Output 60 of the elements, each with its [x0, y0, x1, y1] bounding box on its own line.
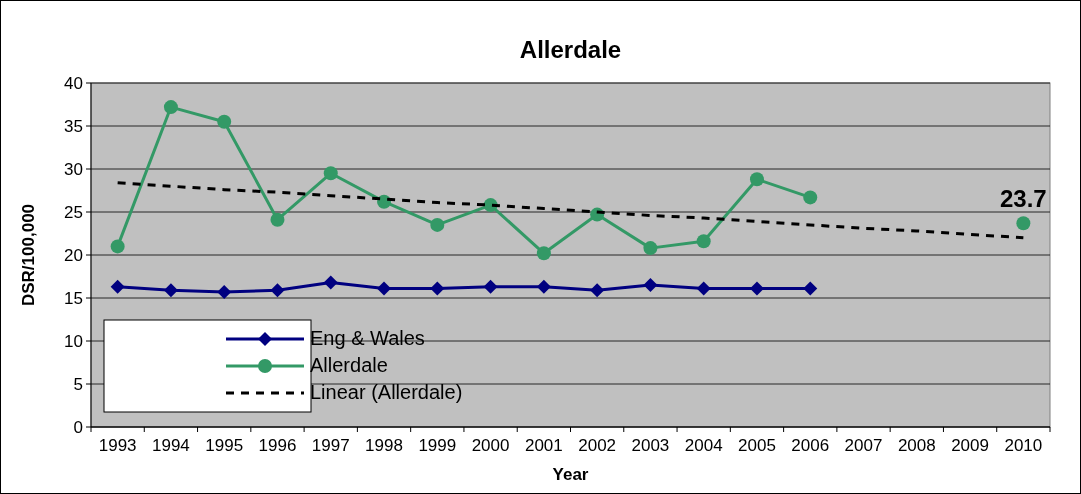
point	[483, 279, 498, 294]
x-tick-label: 2000	[471, 436, 510, 455]
point	[536, 246, 551, 261]
x-tick-label: 1995	[205, 436, 244, 455]
x-tick-label: 2002	[578, 436, 617, 455]
point	[270, 212, 285, 227]
y-tick-label: 10	[64, 332, 83, 351]
x-tick-label: 1997	[311, 436, 350, 455]
y-tick-label: 5	[73, 375, 83, 394]
point	[323, 166, 338, 181]
point	[643, 241, 658, 256]
x-tick-label: 1996	[258, 436, 297, 455]
y-tick-label: 0	[73, 418, 83, 437]
y-tick-label: 15	[64, 289, 83, 308]
x-tick-label: 1999	[418, 436, 457, 455]
point	[643, 278, 658, 293]
x-tick-label: 2005	[738, 436, 776, 455]
point	[536, 279, 551, 294]
x-tick-label: 1994	[152, 436, 190, 455]
x-tick-label: 2009	[951, 436, 989, 455]
point	[270, 283, 285, 298]
x-tick-label: 2008	[897, 436, 936, 455]
x-tick-label: 2006	[791, 436, 830, 455]
y-tick-label: 30	[64, 160, 83, 179]
point	[217, 284, 232, 299]
y-tick-label: 20	[64, 246, 83, 265]
y-tick-label: 40	[64, 74, 83, 93]
point	[430, 281, 445, 296]
point	[1016, 216, 1031, 231]
x-tick-label: 2003	[631, 436, 670, 455]
point	[696, 281, 711, 296]
x-tick-label: 2004	[684, 436, 723, 455]
x-tick-label: 1998	[365, 436, 403, 455]
x-tick-label: 2001	[524, 436, 563, 455]
point	[803, 281, 818, 296]
point	[590, 283, 605, 298]
point	[803, 190, 818, 205]
x-tick-label: 1993	[98, 436, 137, 455]
y-axis-title: DSR/100,000	[19, 203, 38, 307]
point	[217, 114, 232, 129]
y-tick-label: 25	[64, 203, 83, 222]
x-axis-title: Year	[552, 465, 589, 484]
point	[696, 234, 711, 249]
chart-title: Allerdale	[519, 36, 622, 63]
legend-label: Eng & Wales	[310, 327, 425, 349]
legend-label: Allerdale	[310, 354, 388, 376]
point	[749, 172, 764, 187]
y-tick-label: 35	[64, 117, 83, 136]
data-label: 23.7	[1000, 185, 1047, 213]
point	[377, 281, 392, 296]
legend-label: Linear (Allerdale)	[310, 381, 463, 403]
point	[749, 281, 764, 296]
point	[163, 100, 178, 115]
point	[110, 239, 125, 254]
x-tick-label: 2007	[844, 436, 883, 455]
x-tick-label: 2010	[1004, 436, 1043, 455]
point	[430, 217, 445, 232]
point	[163, 283, 178, 298]
point	[323, 275, 338, 290]
point	[110, 279, 125, 294]
